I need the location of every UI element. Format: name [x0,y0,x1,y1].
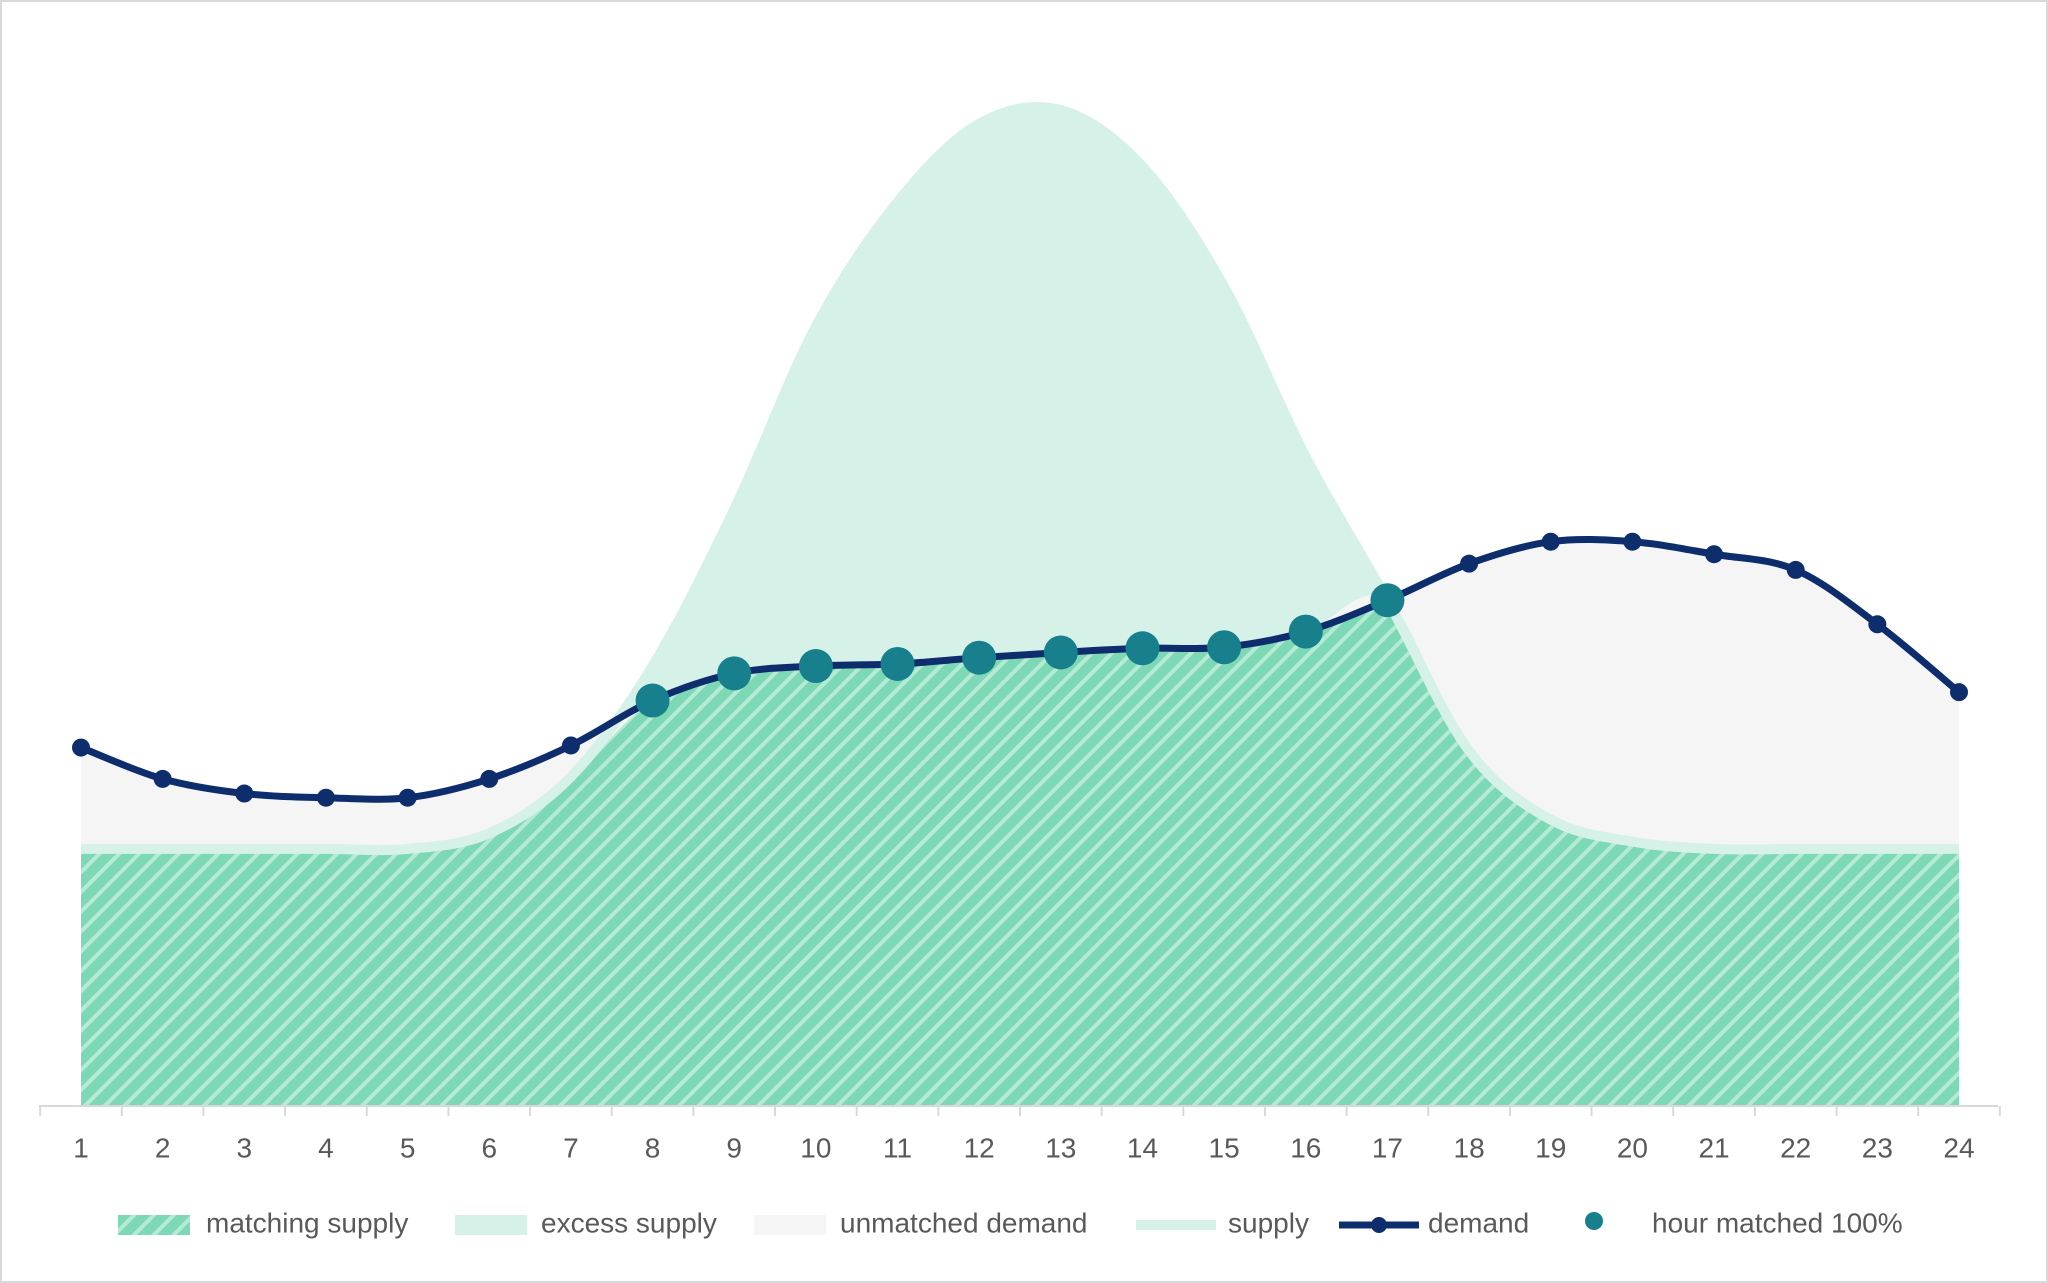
x-tick-label: 1 [73,1132,89,1163]
legend-swatch [754,1215,826,1235]
demand-marker [1705,545,1724,564]
matched-marker [1207,630,1242,665]
x-tick-label: 20 [1617,1132,1648,1163]
x-tick-label: 19 [1535,1132,1566,1163]
x-tick-label: 10 [800,1132,831,1163]
legend-label: matching supply [206,1207,408,1238]
matched-marker [1370,583,1405,618]
x-tick-label: 22 [1780,1132,1811,1163]
demand-marker [72,738,90,757]
demand-marker [1786,560,1805,579]
matched-marker [1288,614,1323,649]
demand-marker [1950,683,1968,702]
line-3 [81,102,1959,856]
x-tick-label: 23 [1862,1132,1893,1163]
demand-marker [1623,532,1642,551]
x-tick-label: 11 [883,1132,912,1163]
legend-swatch [1371,1217,1387,1233]
x-tick-label: 9 [726,1132,742,1163]
x-tick-label: 24 [1943,1132,1974,1163]
legend-swatch [118,1215,190,1235]
matched-marker [635,683,670,718]
legend-label: hour matched 100% [1652,1207,1903,1238]
x-tick-label: 2 [155,1132,171,1163]
matched-marker [962,640,997,675]
area-0 [81,595,1959,1106]
x-tick-label: 21 [1698,1132,1729,1163]
area-1 [81,107,1959,851]
demand-marker [316,788,335,807]
x-tick-label: 17 [1372,1132,1403,1163]
demand-marker [480,769,499,788]
x-tick-label: 7 [563,1132,579,1163]
x-tick-label: 12 [964,1132,995,1163]
legend-label: excess supply [541,1207,717,1238]
x-tick-label: 16 [1290,1132,1321,1163]
matched-marker [880,646,915,681]
demand-marker [561,736,580,755]
demand-marker [1460,554,1479,573]
demand-marker [1868,615,1887,634]
demand-marker [153,769,172,788]
x-tick-label: 13 [1045,1132,1076,1163]
x-tick-label: 8 [645,1132,661,1163]
matched-marker [1125,631,1160,666]
x-tick-label: 4 [318,1132,334,1163]
matched-marker [798,649,833,684]
legend-label: supply [1228,1207,1309,1238]
x-tick-label: 3 [237,1132,253,1163]
matched-marker [717,656,752,691]
demand-marker [235,784,254,803]
matched-marker [1043,635,1078,670]
demand-marker [1541,532,1560,551]
demand-marker [398,788,417,807]
x-tick-label: 14 [1127,1132,1158,1163]
x-tick-label: 6 [481,1132,497,1163]
x-tick-label: 18 [1454,1132,1485,1163]
x-tick-label: 15 [1209,1132,1240,1163]
legend-swatch [455,1215,527,1235]
x-tick-label: 5 [400,1132,416,1163]
legend-swatch [1585,1212,1603,1230]
legend-label: unmatched demand [840,1207,1088,1238]
legend-label: demand [1428,1207,1529,1238]
